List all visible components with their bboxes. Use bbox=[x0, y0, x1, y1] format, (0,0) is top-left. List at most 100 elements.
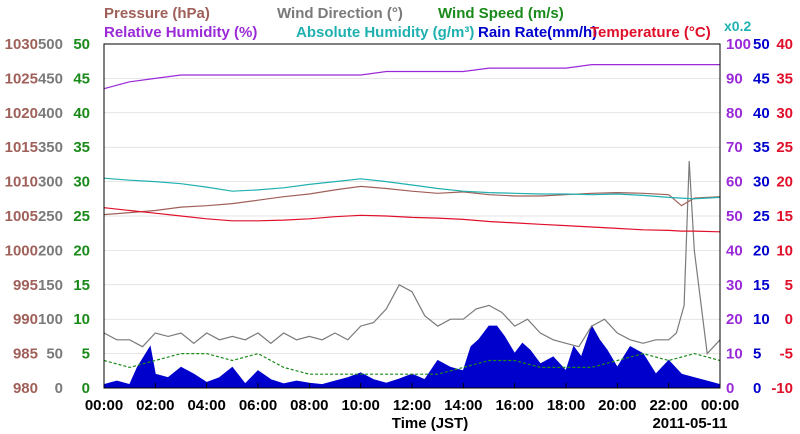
y-tick-label-wind_dir: 0 bbox=[55, 380, 63, 397]
y-tick-label-rel_humidity: 90 bbox=[726, 70, 743, 87]
chart-legend: Pressure (hPa) Wind Direction (°) Wind Spe… bbox=[104, 5, 751, 41]
y-tick-label-wind_speed: 35 bbox=[73, 139, 90, 156]
abs-humidity-scale-note: x0.2 bbox=[724, 18, 751, 34]
x-tick-label: 18:00 bbox=[547, 397, 585, 414]
x-tick-label: 16:00 bbox=[495, 397, 533, 414]
y-tick-label-rel_humidity: 50 bbox=[726, 208, 743, 225]
y-tick-label-wind_dir: 400 bbox=[38, 105, 63, 122]
x-tick-label: 12:00 bbox=[393, 397, 431, 414]
y-tick-label-rel_humidity: 60 bbox=[726, 174, 743, 191]
y-tick-label-rel_humidity: 20 bbox=[726, 311, 743, 328]
y-tick-label-wind_speed: 0 bbox=[82, 380, 90, 397]
y-tick-label-pressure: 1020 bbox=[5, 105, 38, 122]
x-tick-label: 10:00 bbox=[341, 397, 379, 414]
y-tick-label-wind_dir: 200 bbox=[38, 242, 63, 259]
y-tick-label-wind_speed: 15 bbox=[73, 277, 90, 294]
legend-item: Relative Humidity (%) bbox=[104, 24, 257, 41]
y-tick-label-pressure: 1015 bbox=[5, 139, 38, 156]
y-tick-label-temperature: 30 bbox=[776, 105, 793, 122]
line-series bbox=[103, 63, 721, 375]
wind-speed-line bbox=[103, 352, 721, 375]
y-tick-label-rain_rate: 25 bbox=[753, 208, 770, 225]
x-tick-label: 14:00 bbox=[444, 397, 482, 414]
x-tick-label: 00:00 bbox=[85, 397, 123, 414]
y-tick-label-wind_dir: 450 bbox=[38, 70, 63, 87]
y-tick-label-rel_humidity: 10 bbox=[726, 346, 743, 363]
y-tick-label-rain_rate: 30 bbox=[753, 174, 770, 191]
y-tick-label-rel_humidity: 0 bbox=[726, 380, 734, 397]
y-tick-label-wind_speed: 50 bbox=[73, 36, 90, 53]
x-tick-label: 06:00 bbox=[239, 397, 277, 414]
y-tick-label-wind_speed: 30 bbox=[73, 174, 90, 191]
y-tick-label-pressure: 1025 bbox=[5, 70, 38, 87]
y-tick-label-rain_rate: 0 bbox=[753, 380, 761, 397]
y-tick-label-rain_rate: 10 bbox=[753, 311, 770, 328]
y-axes: 1030102510201015101010051000995990985980… bbox=[5, 36, 793, 397]
legend-item: Temperature (°C) bbox=[590, 24, 711, 41]
x-tick-label: 04:00 bbox=[187, 397, 225, 414]
y-tick-label-rel_humidity: 40 bbox=[726, 242, 743, 259]
x-tick-label: 08:00 bbox=[290, 397, 328, 414]
y-tick-label-pressure: 990 bbox=[13, 311, 38, 328]
y-tick-label-rel_humidity: 30 bbox=[726, 277, 743, 294]
y-tick-label-rel_humidity: 70 bbox=[726, 139, 743, 156]
y-tick-label-wind_dir: 350 bbox=[38, 139, 63, 156]
wind-direction-line bbox=[103, 160, 721, 355]
y-tick-label-rain_rate: 50 bbox=[753, 36, 770, 53]
y-tick-label-pressure: 985 bbox=[13, 346, 38, 363]
x-tick-label: 20:00 bbox=[598, 397, 636, 414]
legend-item: Wind Speed (m/s) bbox=[438, 5, 564, 22]
date-label: 2011-05-11 bbox=[652, 415, 727, 432]
y-tick-label-wind_dir: 250 bbox=[38, 208, 63, 225]
y-tick-label-temperature: 35 bbox=[776, 70, 793, 87]
y-tick-label-temperature: 20 bbox=[776, 174, 793, 191]
y-tick-label-temperature: 0 bbox=[785, 311, 793, 328]
x-axis: 00:00 02:00 04:00 06:00 08:00 10:00 12:00 14:00… bbox=[85, 383, 739, 414]
y-tick-label-pressure: 1030 bbox=[5, 36, 38, 53]
grid bbox=[104, 78, 720, 354]
y-tick-label-wind_speed: 45 bbox=[73, 70, 90, 87]
y-tick-label-rain_rate: 15 bbox=[753, 277, 770, 294]
y-tick-label-wind_speed: 10 bbox=[73, 311, 90, 328]
legend-item: Pressure (hPa) bbox=[104, 5, 210, 22]
y-tick-label-rel_humidity: 100 bbox=[726, 36, 751, 53]
x-tick-label: 02:00 bbox=[136, 397, 174, 414]
y-tick-label-pressure: 1000 bbox=[5, 242, 38, 259]
y-tick-label-rain_rate: 40 bbox=[753, 105, 770, 122]
y-tick-label-pressure: 980 bbox=[13, 380, 38, 397]
rain-rate-series bbox=[103, 324, 721, 389]
legend-item: Rain Rate(mm/h) bbox=[478, 24, 597, 41]
legend-item: Absolute Humidity (g/m³) bbox=[296, 24, 474, 41]
y-tick-label-rain_rate: 20 bbox=[753, 242, 770, 259]
x-tick-label: 22:00 bbox=[649, 397, 687, 414]
y-tick-label-wind_speed: 5 bbox=[82, 346, 90, 363]
series-line bbox=[103, 207, 721, 233]
series-line bbox=[103, 185, 721, 216]
y-tick-label-pressure: 1010 bbox=[5, 174, 38, 191]
y-tick-label-wind_dir: 500 bbox=[38, 36, 63, 53]
rain-rate-area bbox=[103, 324, 721, 389]
y-tick-label-rain_rate: 5 bbox=[753, 346, 761, 363]
series-line bbox=[103, 177, 721, 200]
y-tick-label-wind_dir: 300 bbox=[38, 174, 63, 191]
y-tick-label-temperature: 10 bbox=[776, 242, 793, 259]
y-tick-label-wind_dir: 50 bbox=[46, 346, 63, 363]
y-tick-label-wind_dir: 100 bbox=[38, 311, 63, 328]
legend-item: Wind Direction (°) bbox=[277, 5, 403, 22]
y-tick-label-temperature: -10 bbox=[771, 380, 793, 397]
y-tick-label-temperature: -5 bbox=[780, 346, 793, 363]
y-tick-label-wind_speed: 25 bbox=[73, 208, 90, 225]
y-tick-label-rel_humidity: 80 bbox=[726, 105, 743, 122]
series-line bbox=[103, 63, 720, 90]
y-tick-label-rain_rate: 45 bbox=[753, 70, 770, 87]
y-tick-label-wind_speed: 40 bbox=[73, 105, 90, 122]
x-axis-title: Time (JST) bbox=[392, 415, 468, 432]
y-tick-label-temperature: 5 bbox=[785, 277, 793, 294]
y-tick-label-wind_dir: 150 bbox=[38, 277, 63, 294]
y-tick-label-pressure: 995 bbox=[13, 277, 38, 294]
x-tick-label: 00:00 bbox=[701, 397, 739, 414]
y-tick-label-pressure: 1005 bbox=[5, 208, 38, 225]
y-tick-label-temperature: 40 bbox=[776, 36, 793, 53]
y-tick-label-temperature: 15 bbox=[776, 208, 793, 225]
